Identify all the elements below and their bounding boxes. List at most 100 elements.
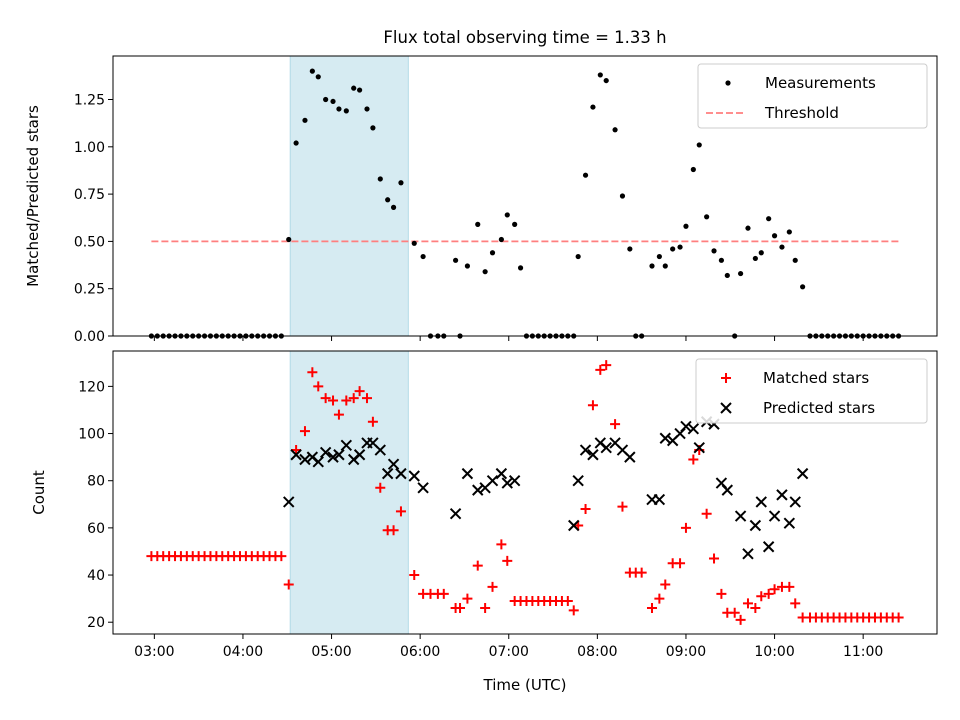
matched-star-marker <box>462 593 473 604</box>
measurement-point <box>662 263 668 269</box>
bottom-y-axis-label: Count <box>30 470 48 515</box>
matched-star-marker <box>354 386 365 397</box>
x-tick-label: 06:00 <box>400 644 440 660</box>
measurement-point <box>411 240 417 246</box>
matched-star-marker <box>496 539 507 550</box>
matched-star-marker <box>388 525 399 536</box>
legend-label: Predicted stars <box>763 399 875 417</box>
measurement-point <box>771 233 778 239</box>
matched-star-marker <box>562 595 573 606</box>
measurement-point <box>575 253 581 260</box>
measurement-point <box>286 236 292 243</box>
matched-star-marker <box>646 603 657 614</box>
predicted-star-marker <box>461 467 474 480</box>
matched-star-marker <box>701 508 712 519</box>
predicted-star-marker <box>501 477 513 489</box>
measurement-point <box>498 236 504 243</box>
bottom-x-ticks: 03:00 04:00 05:00 06:00 07:00 08:00 09:00 10:00… <box>134 634 883 660</box>
bot-span-rect <box>289 350 409 635</box>
predicted-star-marker <box>587 449 599 461</box>
measurement-point <box>464 263 471 269</box>
top-x-ticks <box>153 336 864 341</box>
bot-y-tick-label: 80 <box>87 474 105 490</box>
legend-x-marker <box>720 402 732 414</box>
predicted-star-marker <box>472 484 484 496</box>
measurement-point <box>612 127 618 133</box>
legend-label: Matched stars <box>763 369 869 387</box>
predicted-star-marker <box>693 441 705 454</box>
top-y-tick-label: 1.00 <box>74 140 105 156</box>
measurement-point <box>582 172 589 178</box>
matched-star-marker <box>742 598 753 609</box>
x-tick-label: 03:00 <box>134 644 174 660</box>
predicted-star-marker <box>789 496 801 508</box>
predicted-star-marker <box>283 496 295 508</box>
bot-y-tick-label: 40 <box>87 568 105 584</box>
measurement-point <box>711 248 717 254</box>
measurement-point <box>343 108 349 114</box>
matched-star-marker <box>375 482 386 493</box>
measurement-point <box>517 265 524 271</box>
measurement-point <box>357 87 363 93</box>
measurement-point <box>385 197 391 203</box>
predicted-star-marker <box>572 475 584 487</box>
measurement-point <box>656 253 662 260</box>
measurement-point <box>293 140 299 146</box>
predicted-star-marker <box>374 444 386 456</box>
predicted-star-marker <box>417 482 429 494</box>
x-tick-label: 08:00 <box>577 644 617 660</box>
figure-title: Flux total observing time = 1.33 h <box>383 28 666 47</box>
x-tick-label: 04:00 <box>223 644 263 660</box>
measurement-point <box>603 77 609 84</box>
predicted-star-marker <box>653 493 666 506</box>
matched-star-marker <box>409 570 420 581</box>
measurement-point <box>786 229 792 235</box>
bottom-legend: Matched stars Predicted stars <box>695 358 928 424</box>
measurement-point <box>330 98 336 105</box>
predicted-star-marker <box>319 446 332 459</box>
matched-star-marker <box>299 426 310 437</box>
matched-star-marker <box>487 581 498 592</box>
predicted-star-marker <box>624 451 636 463</box>
predicted-star-marker <box>395 467 407 480</box>
legend-label: Threshold <box>764 104 839 122</box>
predicted-star-marker <box>408 470 420 482</box>
bot-y-tick-label: 60 <box>87 521 105 537</box>
matched-star-marker <box>654 593 665 604</box>
matched-star-marker <box>675 558 686 569</box>
matched-star-marker <box>688 454 699 465</box>
predicted-star-marker <box>783 517 796 529</box>
predicted-star-marker <box>734 510 747 522</box>
matched-star-marker <box>680 522 691 533</box>
matched-star-marker <box>502 555 513 566</box>
measurement-point <box>452 257 459 263</box>
measurements-points <box>148 68 902 339</box>
top-panel: 0.00 0.25 0.50 0.75 1.00 1.25 Matched/Predict… <box>24 55 938 345</box>
measurement-point <box>377 176 383 182</box>
predicted-star-marker <box>796 467 809 480</box>
measurement-point <box>309 68 315 74</box>
matched-star-marker <box>568 605 579 616</box>
predicted-star-marker <box>680 420 692 433</box>
predicted-star-marker <box>749 519 762 532</box>
matched-star-marker <box>750 603 761 614</box>
measurement-point <box>323 96 329 103</box>
matched-star-marker <box>283 579 294 590</box>
predicted-star-marker <box>312 456 324 468</box>
top-axes-frame <box>112 55 938 337</box>
x-tick-label: 09:00 <box>666 644 706 660</box>
matched-star-marker <box>313 381 324 392</box>
measurement-point <box>690 166 696 173</box>
measurement-point <box>800 284 806 290</box>
measurement-point <box>302 117 308 123</box>
predicted-star-marker <box>381 467 394 480</box>
measurement-point <box>489 250 496 256</box>
matched-star-marker <box>595 364 606 375</box>
matched-star-marker <box>276 551 287 562</box>
measurement-point <box>792 257 798 263</box>
top-y-axis-label: Matched/Predicted stars <box>24 105 42 287</box>
matched-star-marker <box>472 560 483 571</box>
bottom-axes-frame <box>112 350 938 635</box>
matched-star-marker <box>709 553 720 564</box>
